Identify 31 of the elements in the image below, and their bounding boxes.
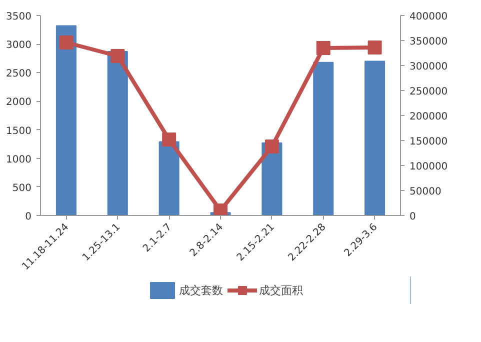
bar	[158, 141, 180, 216]
y2-tick-label: 150000	[410, 136, 448, 148]
y-tick-label: 1500	[6, 126, 32, 137]
y-tick-label: 2000	[6, 97, 32, 108]
y-tick-label: 1000	[6, 154, 32, 166]
y2-tick-label: 350000	[410, 36, 448, 48]
y2-tick-label: 100000	[410, 162, 448, 172]
point	[162, 132, 176, 146]
y2-tick-label: 200000	[410, 112, 448, 122]
y2-tick-label: 250000	[410, 86, 448, 98]
bar	[56, 25, 76, 216]
y2-tick-label: 300000	[410, 62, 448, 72]
point	[368, 40, 382, 54]
y-tick-label: 2500	[6, 68, 32, 80]
legend-label: 成交套数	[179, 282, 223, 298]
y2-tick-label: 400000	[410, 12, 448, 22]
y-tick-label: 3500	[6, 12, 32, 22]
bar	[107, 51, 128, 216]
point	[214, 204, 228, 216]
y-tick-label: 500	[12, 182, 32, 194]
bar	[313, 62, 334, 216]
point	[110, 49, 125, 63]
y-tick-label: 3000	[6, 40, 32, 52]
point	[264, 140, 279, 154]
y2-tick-label: 50000	[410, 186, 442, 198]
y2-tick-label: 0	[410, 212, 416, 222]
bar	[364, 60, 386, 216]
y-tick-label: 0	[25, 212, 32, 222]
point	[316, 41, 330, 55]
legend-label: 成交面积	[259, 282, 303, 298]
point	[59, 36, 74, 50]
